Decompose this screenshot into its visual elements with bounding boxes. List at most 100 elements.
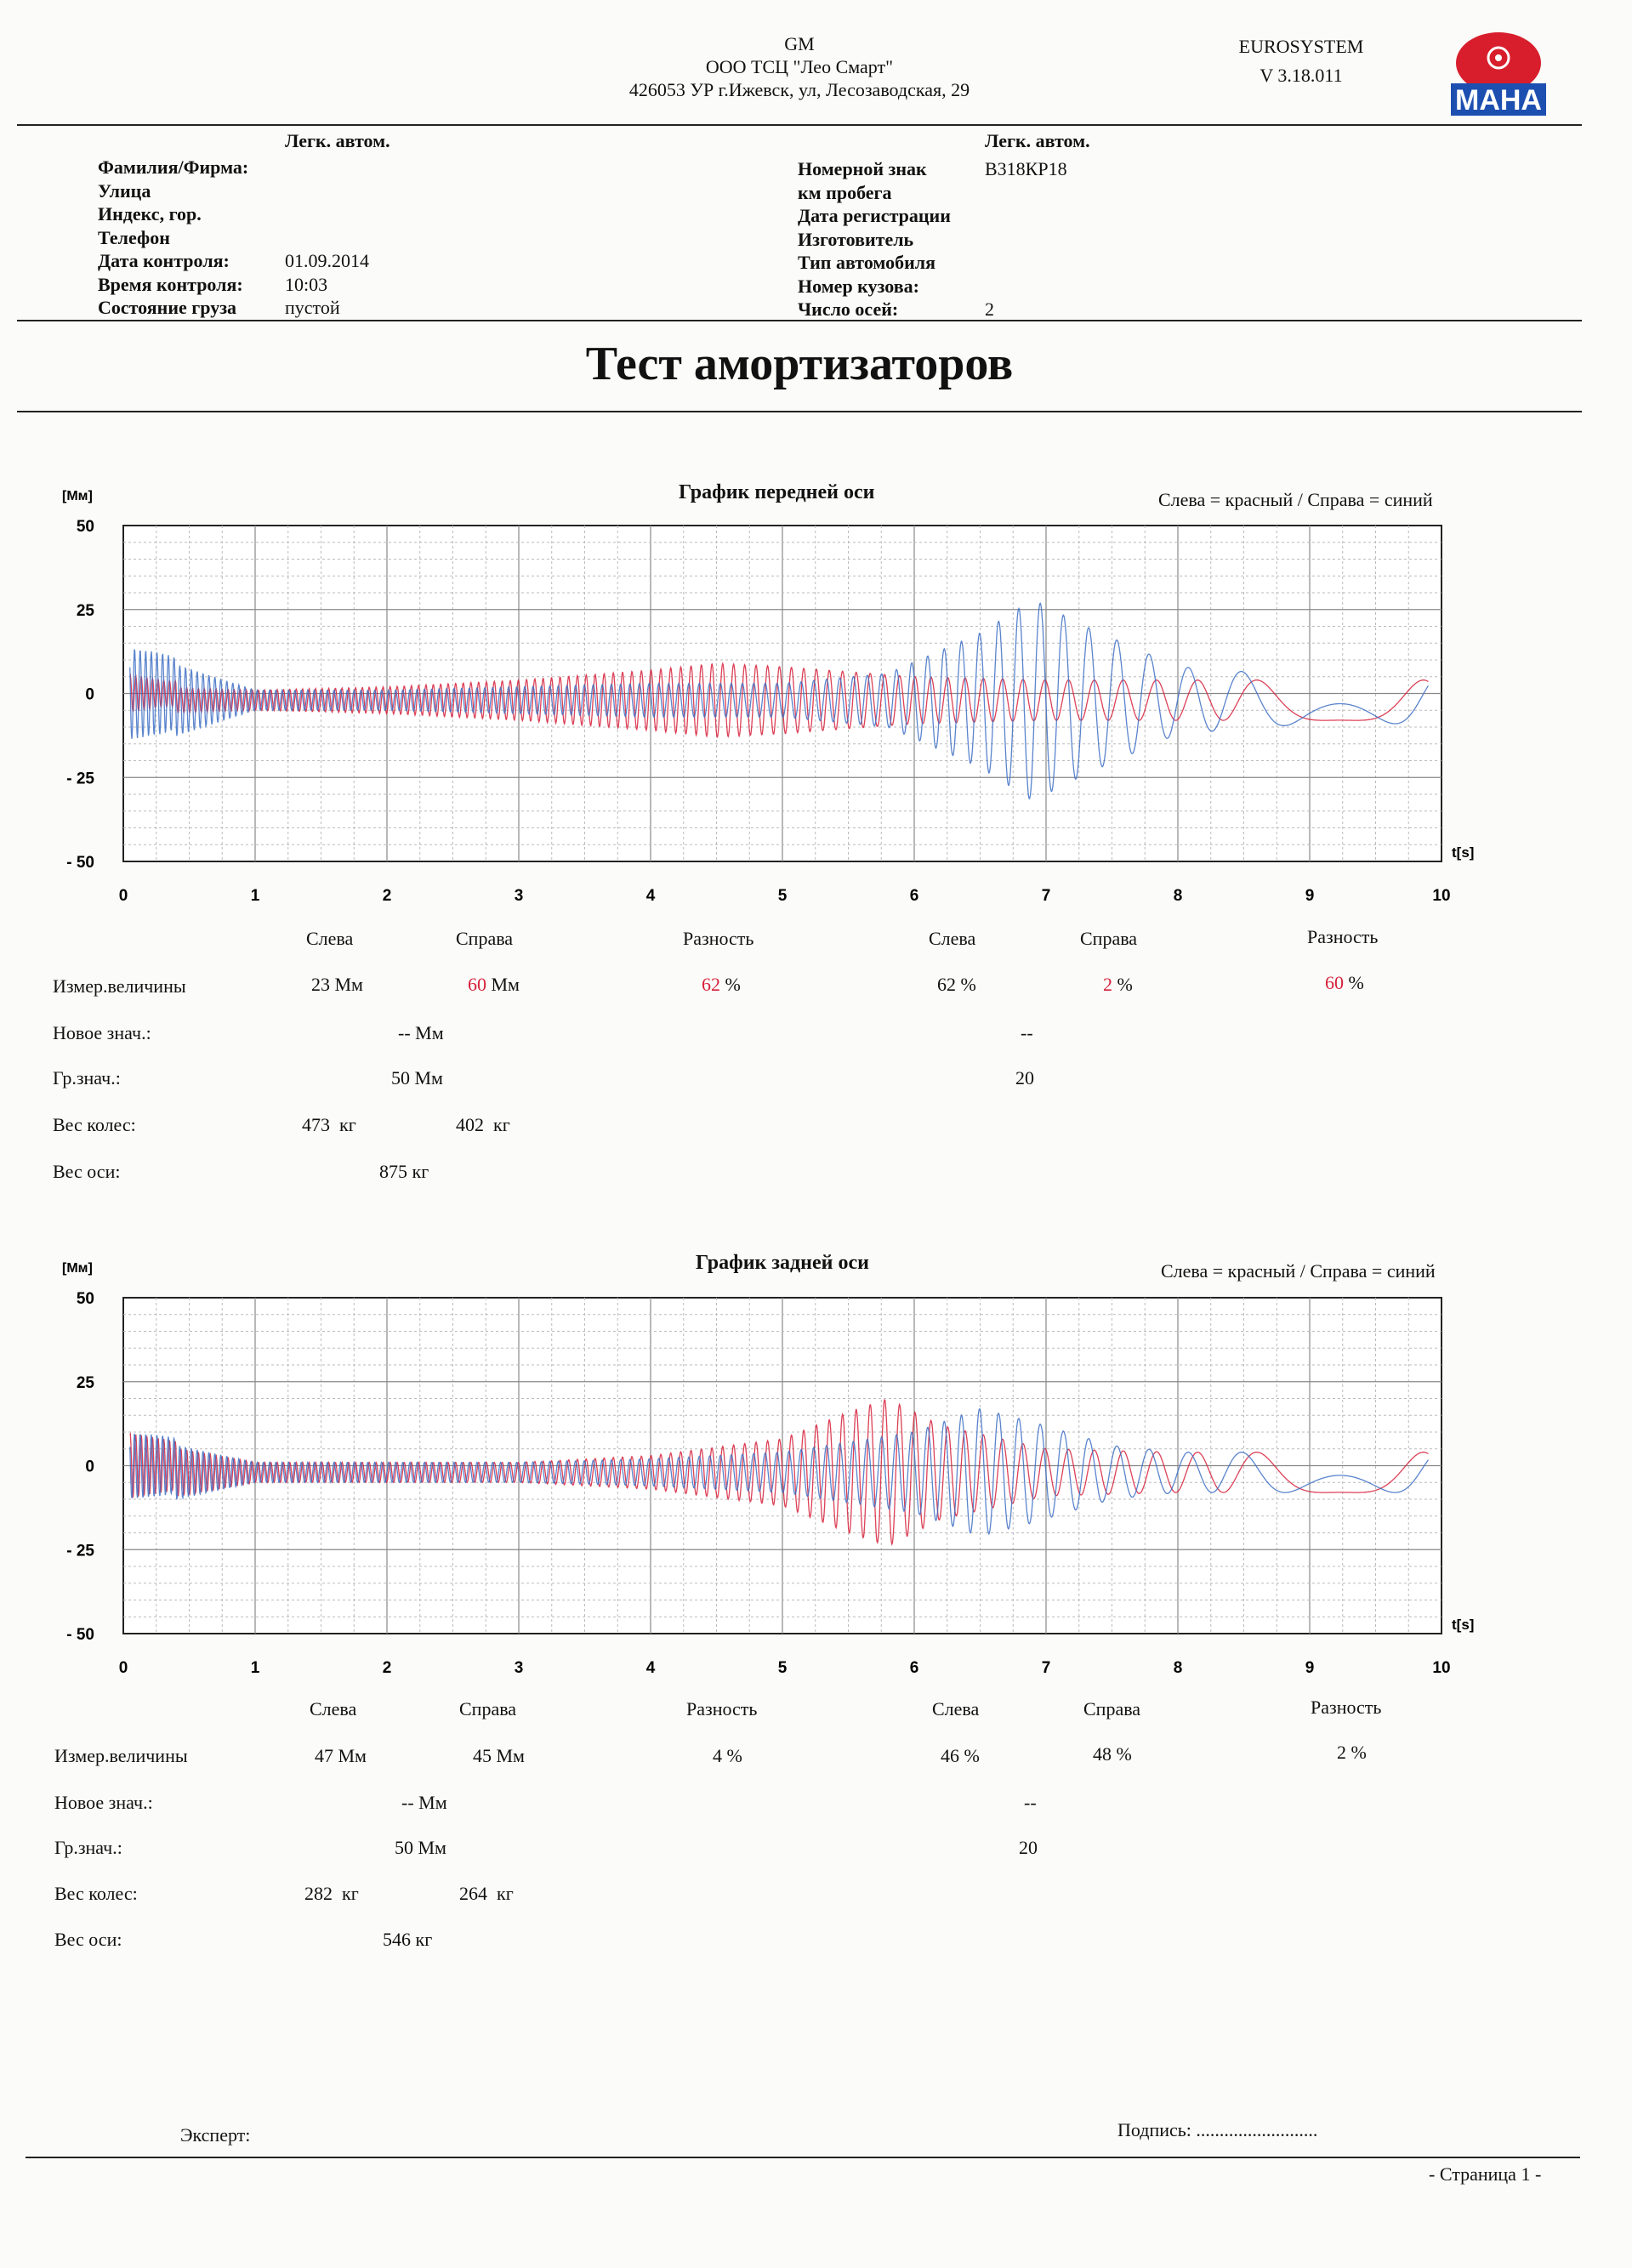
page-title: Тест амортизаторов — [585, 338, 1014, 390]
org-address: 426053 УР г.Ижевск, ул, Лесозаводская, 2… — [628, 79, 970, 100]
rear-x-tick-label: 10 — [1432, 1659, 1450, 1677]
rear-series-left — [129, 1399, 1429, 1546]
org-block: GM ООО ТСЦ "Лео Смарт" 426053 УР г.Ижевс… — [544, 32, 1055, 101]
col-right-pct-header: Справа — [1080, 928, 1138, 949]
front-x-tick-label: 6 — [910, 887, 919, 905]
front-y-tick-label: 50 — [77, 518, 94, 536]
front-y-tick-label: 0 — [85, 686, 94, 704]
axle-weight-value: 546 кг — [383, 1929, 433, 1950]
rear-axle-chart: 50 25 0 - 25 - 50 0 1 2 3 4 5 6 7 8 9 10 [Мм] t[s] — [62, 1261, 1474, 1677]
new-value: -- Мм — [401, 1792, 447, 1813]
rear-x-tick-label: 9 — [1305, 1659, 1315, 1677]
new-value-label: Новое знач.: — [54, 1792, 153, 1813]
info-left-category: Легк. автом. — [285, 130, 390, 151]
info-left-row: Телефон — [98, 226, 170, 248]
front-x-tick-label: 0 — [119, 887, 128, 905]
rear-x-tick-label: 7 — [1042, 1659, 1051, 1677]
measured-left: 23 Мм — [311, 974, 363, 995]
footer-divider — [26, 2157, 1580, 2158]
col-left-header: Слева — [310, 1698, 357, 1719]
maha-logo-text: MAHA — [1455, 84, 1542, 117]
system-name: EUROSYSTEM — [1238, 36, 1364, 57]
info-left-row: Фамилия/Фирма: — [98, 156, 249, 178]
header-divider-title — [17, 411, 1582, 412]
measured-label: Измер.величины — [53, 975, 186, 997]
measured-left: 47 Мм — [315, 1745, 367, 1766]
col-right-pct-header: Справа — [1083, 1698, 1141, 1719]
rear-y-axis-label: [Мм] — [62, 1261, 93, 1276]
col-left-pct-header: Слева — [929, 928, 976, 949]
front-y-tick-label: 25 — [77, 602, 95, 620]
limit-value-2: 20 — [1015, 1067, 1034, 1089]
org-company: ООО ТСЦ "Лео Смарт" — [705, 56, 894, 77]
info-right-row: Изготовитель — [798, 228, 914, 250]
measured-diff-pct: 60 % — [1325, 972, 1364, 993]
info-right-row: Номерной знак В318КР18 — [798, 158, 1067, 179]
limit-label: Гр.знач.: — [53, 1067, 121, 1089]
col-diff-header: Разность — [683, 928, 754, 949]
measured-right-pct: 48 % — [1093, 1743, 1132, 1765]
front-x-tick-label: 5 — [778, 887, 788, 905]
system-block: EUROSYSTEM V 3.18.011 — [1191, 32, 1412, 90]
rear-y-tick-label: 25 — [77, 1374, 95, 1392]
col-left-header: Слева — [306, 928, 354, 949]
page-number: - Страница 1 - — [1429, 2163, 1542, 2185]
front-x-tick-label: 10 — [1432, 887, 1450, 905]
wheel-weight-left: 282 кг — [304, 1883, 359, 1904]
measured-left-pct: 62 % — [937, 974, 976, 995]
measured-left-pct: 46 % — [941, 1745, 980, 1766]
front-x-tick-label: 2 — [383, 887, 392, 905]
front-chart-title: График передней оси — [679, 481, 875, 503]
col-right-header: Справа — [459, 1698, 517, 1719]
front-x-tick-label: 4 — [646, 887, 656, 905]
system-version: V 3.18.011 — [1260, 65, 1343, 86]
axle-weight-label: Вес оси: — [53, 1161, 121, 1182]
header-divider-mid — [17, 320, 1582, 321]
limit-value-2: 20 — [1019, 1837, 1038, 1858]
rear-x-tick-label: 0 — [119, 1659, 128, 1677]
rear-series-right — [129, 1408, 1430, 1536]
signature-line: Подпись: .......................... — [1117, 2119, 1318, 2140]
rear-x-tick-label: 1 — [251, 1659, 260, 1677]
wheel-weight-label: Вес колес: — [53, 1114, 136, 1135]
rear-y-tick-label: - 50 — [66, 1626, 94, 1644]
measured-label: Измер.величины — [54, 1745, 188, 1766]
front-y-axis-label: [Мм] — [62, 489, 93, 503]
col-right-header: Справа — [456, 928, 514, 949]
front-x-tick-label: 9 — [1305, 887, 1315, 905]
front-x-tick-label: 3 — [515, 887, 524, 905]
col-diff-pct-header: Разность — [1307, 926, 1379, 947]
front-x-tick-label: 1 — [251, 887, 260, 905]
rear-x-tick-label: 4 — [646, 1659, 656, 1677]
info-right: Номерной знак В318КР18 км пробега Дата ре… — [798, 157, 1067, 321]
wheel-weight-right: 402 кг — [456, 1114, 510, 1135]
axle-weight-label: Вес оси: — [54, 1929, 122, 1950]
measured-right: 45 Мм — [473, 1745, 525, 1766]
info-right-row: Номер кузова: — [798, 275, 919, 297]
measured-diff: 4 % — [713, 1745, 742, 1766]
front-x-tick-label: 7 — [1042, 887, 1051, 905]
expert-label: Эксперт: — [180, 2124, 251, 2146]
front-chart-legend: Слева = красный / Справа = синий — [1158, 489, 1433, 510]
new-value: -- Мм — [398, 1022, 444, 1043]
front-series-right — [129, 602, 1430, 800]
info-left-row: Индекс, гор. — [98, 203, 202, 225]
col-diff-pct-header: Разность — [1311, 1697, 1382, 1718]
front-y-tick-label: - 25 — [66, 770, 94, 787]
measured-right: 60 Мм — [468, 974, 520, 995]
col-diff-header: Разность — [686, 1698, 758, 1719]
info-right-row: Дата регистрации — [798, 205, 951, 226]
info-right-row: км пробега — [798, 181, 892, 203]
rear-x-tick-label: 6 — [910, 1659, 919, 1677]
info-left-row: Состояние груза пустой — [98, 297, 340, 318]
info-left-row: Улица — [98, 179, 151, 202]
rear-y-tick-label: 50 — [77, 1290, 94, 1308]
front-x-tick-label: 8 — [1174, 887, 1183, 905]
info-left: Фамилия/Фирма: Улица Индекс, гор. Телефо… — [98, 156, 369, 320]
info-left-row: Дата контроля: 01.09.2014 — [98, 250, 369, 271]
limit-value: 50 Мм — [391, 1067, 443, 1089]
rear-x-tick-label: 5 — [778, 1659, 788, 1677]
rear-x-tick-label: 2 — [383, 1659, 392, 1677]
new-value-2: -- — [1024, 1792, 1037, 1813]
wheel-weight-right: 264 кг — [459, 1883, 514, 1904]
